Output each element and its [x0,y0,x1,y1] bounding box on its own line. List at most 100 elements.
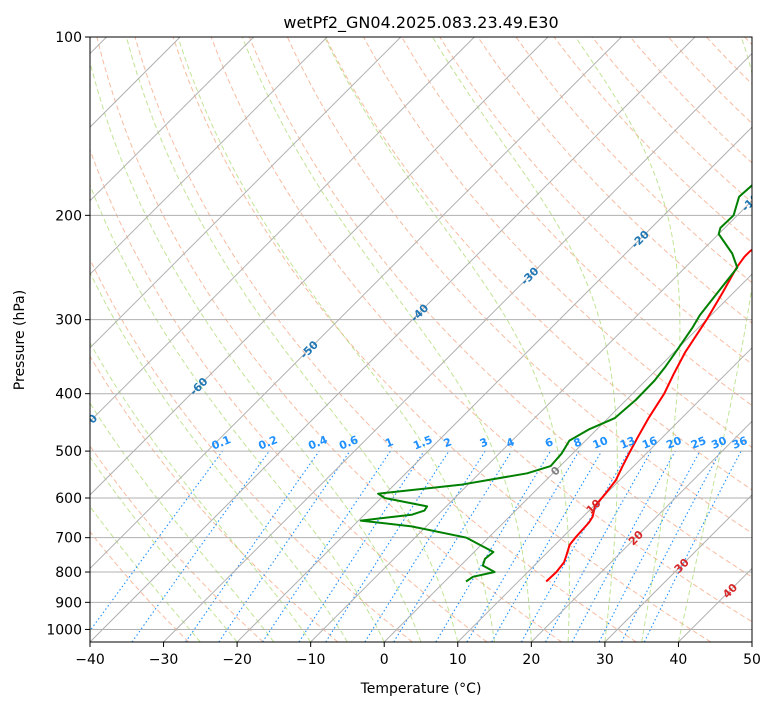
dry-adiabat-line [591,37,752,204]
isotherm-line [90,37,255,202]
mixing-ratio-line [325,450,450,642]
moist-adiabat-line [575,37,681,642]
dry-adiabat-line [96,37,562,642]
moist-adiabat-label: 30 [672,556,692,576]
mixing-ratio-label: 3 [478,435,490,450]
dry-adiabat-line [629,37,752,164]
plot-area: 0.10.20.40.611.52346810131620253036-100-… [90,37,752,642]
moist-adiabat-line [90,183,385,642]
y-tick-label: 600 [55,491,82,507]
mixing-ratio-line [298,450,425,642]
dry-adiabat-line [134,37,637,642]
chart-title: wetPf2_GN04.2025.083.23.49.E30 [283,13,558,33]
dry-adiabat-line [515,37,752,284]
moist-adiabat-line [90,341,312,642]
temperature-profile-line [545,248,752,583]
mixing-ratio-line [571,450,676,642]
isotherm-line [383,273,752,642]
dry-adiabat-line [210,37,752,623]
moist-adiabat-line [324,37,570,642]
isotherms [90,37,752,642]
mixing-ratio-label: 10 [591,434,610,452]
dry-adiabat-line [706,37,752,85]
dry-adiabat-line [172,37,712,642]
isotherm-line [530,420,752,642]
dry-adiabat-line [90,530,190,642]
mixing-ratio-lines [90,450,742,642]
isotherm-line [90,37,622,570]
moist-adiabat-line [90,505,201,642]
y-tick-label: 500 [55,444,82,460]
pressure-gridlines [90,37,752,630]
dry-adiabat-line [744,37,752,46]
mixing-ratio-line [521,450,630,642]
dry-adiabat-line [90,445,264,642]
mixing-ratio-label: 16 [640,434,659,452]
y-tick-label: 700 [55,531,82,547]
mixing-ratio-line [185,450,320,642]
y-tick-label: 200 [55,208,82,224]
mixing-ratio-label: 8 [572,435,584,450]
dry-adiabat-line [439,37,752,365]
x-axis-label: Temperature (°C) [360,681,482,697]
mixing-ratio-line [643,450,742,642]
isotherm-line [90,37,475,423]
x-axis-ticks: −40 −30 −20 −10 0 10 20 30 40 50 [75,642,761,668]
dry-adiabats [90,37,752,642]
dry-adiabat-line [90,148,488,642]
x-tick-label: 50 [743,652,761,668]
dry-adiabat-line [248,37,752,578]
dry-adiabat-line [477,37,752,324]
y-axis-label: Pressure (hPa) [12,290,28,390]
isotherm-label: -40 [408,301,431,324]
moist-adiabats [90,37,752,642]
x-tick-label: 0 [380,652,389,668]
mixing-ratio-label: 0.4 [306,433,329,452]
isotherm-line [457,347,752,642]
y-tick-label: 800 [55,565,82,581]
moist-adiabat-line [125,37,459,642]
mixing-ratio-label: 36 [730,434,749,452]
moist-adiabat-line [90,60,422,642]
dry-adiabat-line [90,355,339,642]
y-tick-label: 1000 [46,622,82,638]
mixing-ratio-label: 1.5 [411,433,434,452]
y-axis-ticks: 100 200 300 400 500 600 700 800 900 1000 [46,30,90,638]
mixing-ratio-label: 0.2 [257,433,280,452]
isotherm-line [90,37,696,642]
mixing-ratio-line [90,450,223,632]
x-tick-label: −10 [296,652,326,668]
moist-adiabat-line [241,37,532,642]
mixing-ratio-label: 13 [618,434,637,452]
line-labels: 0.10.20.40.611.52346810131620253036-100-… [90,191,752,601]
mixing-ratio-line [491,450,603,642]
mixing-ratio-line [364,450,486,642]
mixing-ratio-label: 2 [442,435,454,450]
mixing-ratio-label: 20 [664,434,683,452]
dry-adiabat-line [401,37,752,407]
y-tick-label: 900 [55,595,82,611]
moist-adiabat-line [432,37,618,642]
mixing-ratio-label: 6 [543,435,555,450]
plot-frame [89,36,753,643]
x-tick-label: −40 [75,652,105,668]
mixing-ratio-line [466,450,580,642]
isotherm-line [604,494,752,642]
isotherm-line [751,641,752,642]
mixing-ratio-line [435,450,551,642]
dewpoint-profile-line [359,184,752,583]
mixing-ratio-label: 1 [383,435,395,450]
isotherm-line [310,199,752,642]
isotherm-line [90,37,328,275]
moist-adiabat-line [177,37,496,642]
x-tick-label: 20 [522,652,540,668]
y-tick-label: 300 [55,313,82,329]
mixing-ratio-line [598,450,701,642]
profile-series [359,184,752,583]
isotherm-line [90,37,402,349]
dry-adiabat-line [325,37,752,491]
isotherm-line [90,37,549,496]
mixing-ratio-line [393,450,513,642]
mixing-ratio-label: 30 [710,434,729,452]
